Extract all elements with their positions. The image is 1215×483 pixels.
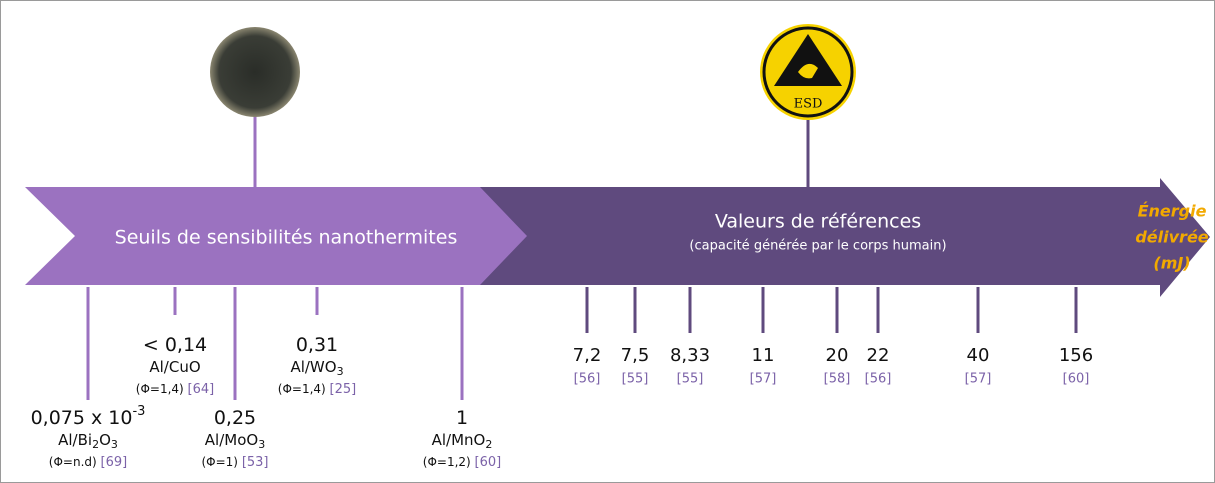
formula: Al/MoO3: [205, 431, 265, 452]
value: < 0,14: [143, 334, 207, 356]
condition: (Φ=n.d) [69]: [49, 455, 127, 470]
condition-value: (Φ=n.d): [49, 455, 97, 469]
powder-image: [210, 27, 300, 117]
citation: [57]: [750, 372, 777, 387]
citation: [56]: [865, 372, 892, 387]
left-arrow: [25, 187, 527, 285]
formula: Al/MnO2: [432, 431, 493, 452]
value: 0,31: [296, 334, 338, 356]
formula: Al/CuO: [149, 358, 200, 376]
right-arrow: [480, 178, 1210, 297]
citation: [25]: [330, 382, 357, 397]
formula-part: 3: [111, 438, 118, 451]
threshold-value: 0,31: [296, 334, 338, 356]
threshold-value: < 0,14: [143, 334, 207, 356]
condition: (Φ=1,2) [60]: [423, 455, 501, 470]
esd-triangle: [774, 34, 842, 86]
formula-part: Al/MnO: [432, 431, 486, 449]
reference-value: 40: [967, 345, 990, 366]
right-arrow-subtitle: (capacité générée par le corps humain): [689, 239, 946, 254]
reference-value: 156: [1059, 345, 1093, 366]
esd-label: ESD: [794, 97, 823, 112]
citation: [53]: [242, 455, 269, 470]
value: 1: [456, 407, 468, 429]
condition: (Φ=1) [53]: [201, 455, 268, 470]
condition-value: (Φ=1,4): [278, 382, 326, 396]
reference-value: 22: [867, 345, 890, 366]
reference-value: 11: [752, 345, 775, 366]
exponent: -3: [132, 404, 145, 419]
value: 0,25: [214, 407, 256, 429]
right-arrow-title: Valeurs de références: [715, 211, 921, 233]
threshold-value: 1: [456, 407, 468, 429]
axis-label: délivrée: [1135, 228, 1208, 247]
esd-ring: [762, 26, 854, 118]
formula-part: 3: [258, 438, 265, 451]
formula-part: Al/MoO: [205, 431, 258, 449]
threshold-value: 0,25: [214, 407, 256, 429]
citation: [55]: [677, 372, 704, 387]
citation: [60]: [475, 455, 502, 470]
threshold-value: 0,075 x 10-3: [31, 404, 146, 429]
reference-value: 8,33: [670, 345, 710, 366]
axis-label: (mJ): [1153, 254, 1190, 273]
reference-value: 20: [826, 345, 849, 366]
condition: (Φ=1,4) [25]: [278, 382, 356, 397]
formula-part: Al/WO: [290, 358, 336, 376]
citation: [69]: [101, 455, 128, 470]
reference-value: 7,2: [573, 345, 602, 366]
citation: [57]: [965, 372, 992, 387]
citation: [58]: [824, 372, 851, 387]
condition-value: (Φ=1,4): [136, 382, 184, 396]
condition-value: (Φ=1,2): [423, 455, 471, 469]
condition-value: (Φ=1): [201, 455, 238, 469]
left-arrow-label: Seuils de sensibilités nanothermites: [115, 227, 458, 249]
formula-part: Al/CuO: [149, 358, 200, 376]
condition: (Φ=1,4) [64]: [136, 382, 214, 397]
formula-part: 3: [337, 365, 344, 378]
formula-part: Al/Bi: [58, 431, 92, 449]
esd-hand: [798, 63, 818, 79]
axis-label: Énergie: [1138, 202, 1207, 221]
citation: [60]: [1063, 372, 1090, 387]
formula-part: O: [99, 431, 111, 449]
citation: [55]: [622, 372, 649, 387]
reference-value: 7,5: [621, 345, 650, 366]
citation: [56]: [574, 372, 601, 387]
formula: Al/WO3: [290, 358, 343, 379]
formula-part: 2: [485, 438, 492, 451]
formula: Al/Bi2O3: [58, 431, 118, 452]
formula-part: 2: [92, 438, 99, 451]
citation: [64]: [188, 382, 215, 397]
value: 0,075 x 10: [31, 407, 133, 429]
